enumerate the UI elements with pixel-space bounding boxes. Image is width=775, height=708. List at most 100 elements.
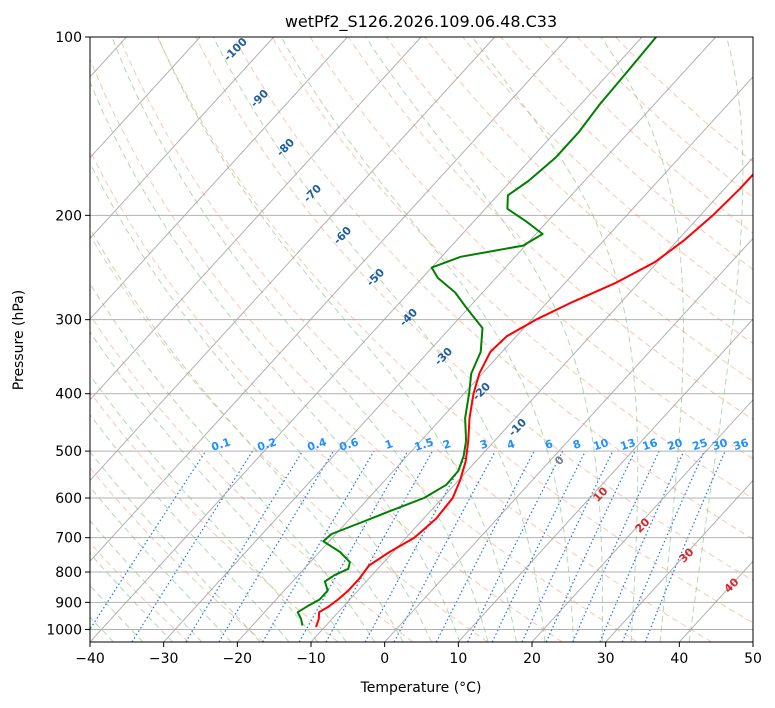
mixing-ratio-label: 16 bbox=[641, 436, 660, 453]
isotherm-line bbox=[90, 37, 275, 240]
isotherm-line bbox=[457, 318, 753, 642]
dry-adiabat-line bbox=[195, 37, 753, 582]
dry-adiabat-line bbox=[118, 37, 712, 642]
dry-adiabat-line bbox=[424, 37, 753, 344]
x-tick-label: 40 bbox=[670, 651, 688, 667]
dry-adiabat-line bbox=[157, 37, 753, 624]
dry-adiabat-line bbox=[90, 391, 339, 642]
mixing-ratio-label: 8 bbox=[571, 437, 582, 452]
mixing-ratio-label: 0.4 bbox=[306, 435, 329, 453]
moist-adiabat-line bbox=[90, 520, 203, 642]
isotherm-line bbox=[90, 37, 643, 642]
isotherm-line bbox=[236, 76, 753, 642]
isotherm-line bbox=[531, 399, 753, 642]
temperature-line bbox=[315, 173, 753, 628]
moist-adiabat-label: -80 bbox=[274, 136, 297, 159]
background-lines bbox=[90, 37, 753, 642]
moist-adiabat-line bbox=[280, 37, 575, 642]
dewpoint-line bbox=[296, 37, 657, 626]
mixing-ratio-label: 1 bbox=[383, 437, 394, 452]
y-tick-label: 100 bbox=[55, 30, 82, 46]
isotherm-line bbox=[384, 237, 753, 642]
x-tick-label: −20 bbox=[223, 651, 253, 667]
mixing-ratio-line bbox=[545, 450, 636, 642]
mixing-ratio-label: 36 bbox=[732, 436, 751, 453]
mixing-ratio-line bbox=[491, 450, 586, 642]
isotherm-line bbox=[90, 37, 348, 320]
mixing-ratio-line bbox=[185, 450, 304, 642]
mixing-ratio-label: 10 bbox=[592, 436, 611, 453]
mixing-ratio-label: 0.1 bbox=[210, 435, 233, 453]
moist-adiabat-line bbox=[90, 331, 347, 642]
mixing-ratio-line bbox=[599, 450, 685, 642]
y-tick-label: 400 bbox=[55, 387, 82, 403]
y-tick-label: 300 bbox=[55, 313, 82, 329]
moist-adiabat-line bbox=[90, 486, 232, 642]
moist-adiabat-line bbox=[90, 227, 404, 642]
x-tick-label: 0 bbox=[380, 651, 389, 667]
dry-adiabat-line bbox=[386, 37, 753, 382]
line-labels: 0.1 0.2 0.4 0.6 1 1.5 2 3 4 6 8 10 13 16 20 25 30 36-100-… bbox=[210, 35, 751, 596]
isotherm-line bbox=[90, 37, 496, 482]
mixing-ratio-line bbox=[572, 450, 660, 642]
mixing-ratio-line bbox=[393, 450, 496, 642]
isotherm-line bbox=[90, 37, 569, 563]
grid-lines bbox=[90, 37, 753, 642]
dry-adiabat-line bbox=[615, 37, 753, 163]
mixing-ratio-label: 0.2 bbox=[256, 435, 279, 453]
axis-ticks: −40 −30 −20 −10 0 10 20 30 40 50 1000 900 800 700 600 5… bbox=[46, 30, 762, 667]
sounding-series bbox=[296, 37, 753, 628]
moist-adiabat-label: -40 bbox=[397, 306, 420, 329]
y-tick-label: 600 bbox=[55, 491, 82, 507]
isotherm-line bbox=[605, 479, 753, 642]
y-tick-label: 200 bbox=[55, 208, 82, 224]
dry-adiabat-label: 10 bbox=[591, 484, 611, 504]
moist-adiabat-line bbox=[365, 37, 603, 642]
x-tick-label: 30 bbox=[597, 651, 615, 667]
dry-adiabat-line bbox=[462, 37, 753, 307]
x-axis-label: Temperature (°C) bbox=[360, 680, 482, 696]
moist-adiabat-label: -50 bbox=[364, 266, 387, 289]
mixing-ratio-line bbox=[325, 450, 434, 642]
mixing-ratio-label: 1.5 bbox=[413, 435, 436, 453]
moist-adiabat-label: -30 bbox=[432, 345, 455, 368]
moist-adiabat-line bbox=[90, 161, 432, 642]
isotherm-line bbox=[90, 37, 201, 159]
dry-adiabat-line bbox=[90, 542, 190, 642]
moist-adiabat-line bbox=[212, 37, 546, 642]
mixing-ratio-label: 30 bbox=[711, 436, 730, 453]
x-tick-label: 50 bbox=[744, 651, 762, 667]
mixing-ratio-label: 2 bbox=[441, 437, 452, 452]
mixing-ratio-label: 25 bbox=[691, 436, 710, 453]
dry-adiabat-line bbox=[347, 37, 753, 421]
y-tick-label: 700 bbox=[55, 531, 82, 547]
mixing-ratio-label: 4 bbox=[505, 437, 517, 452]
dry-adiabat-line bbox=[309, 37, 753, 460]
moist-adiabat-line bbox=[157, 37, 517, 642]
mixing-ratio-label: 13 bbox=[619, 436, 638, 453]
chart-title: wetPf2_S126.2026.109.06.48.C33 bbox=[285, 12, 557, 32]
dry-adiabat-label: 30 bbox=[677, 545, 697, 565]
plot-frame bbox=[89, 36, 754, 643]
moist-adiabat-label: -100 bbox=[221, 35, 250, 64]
mixing-ratio-label: 20 bbox=[666, 436, 685, 453]
y-tick-label: 500 bbox=[55, 444, 82, 460]
moist-adiabat-line bbox=[90, 80, 461, 642]
mixing-ratio-line bbox=[90, 450, 207, 631]
y-tick-label: 800 bbox=[55, 565, 82, 581]
y-tick-label: 900 bbox=[55, 595, 82, 611]
moist-adiabat-line bbox=[90, 374, 319, 642]
moist-adiabat-line bbox=[688, 37, 744, 642]
moist-adiabat-label: -70 bbox=[301, 182, 324, 205]
y-axis-label: Pressure (hPa) bbox=[11, 290, 27, 390]
mixing-ratio-line bbox=[621, 450, 705, 642]
mixing-ratio-line bbox=[131, 450, 254, 642]
mixing-ratio-label: 6 bbox=[543, 437, 555, 452]
mixing-ratio-line bbox=[218, 450, 334, 642]
x-tick-label: −30 bbox=[149, 651, 179, 667]
dry-adiabat-line bbox=[90, 149, 563, 642]
x-tick-label: 10 bbox=[449, 651, 467, 667]
dry-adiabat-line bbox=[271, 37, 753, 500]
mixing-ratio-line bbox=[364, 450, 470, 642]
